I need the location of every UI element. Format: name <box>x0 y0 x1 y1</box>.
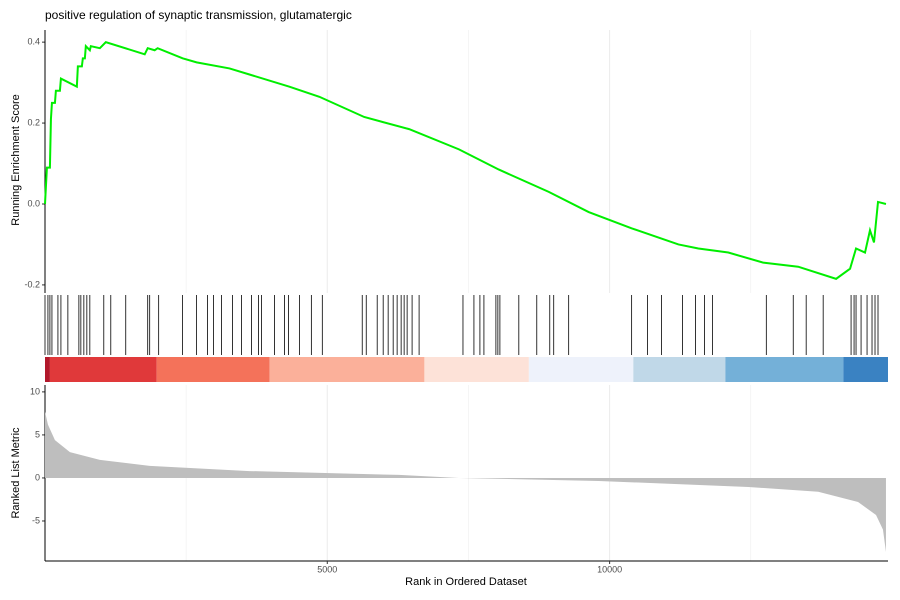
enrichment-line <box>44 41 887 280</box>
rank-band <box>424 357 529 382</box>
y-axis-label: Running Enrichment Score <box>10 94 22 225</box>
y-tick-label: -5 <box>32 515 40 525</box>
rank-band <box>633 357 726 382</box>
y-tick-label: 0.4 <box>27 37 40 47</box>
rank-band <box>725 357 844 382</box>
chart-title: positive regulation of synaptic transmis… <box>45 8 352 22</box>
y-tick-label: 10 <box>30 386 40 396</box>
rank-band <box>156 357 270 382</box>
x-tick-label: 5000 <box>317 564 337 574</box>
rank-band <box>843 357 888 382</box>
metric-area <box>45 411 886 552</box>
y-tick-label: -0.2 <box>24 279 40 289</box>
rank-band <box>269 357 425 382</box>
y-tick-label: 0.0 <box>27 198 40 208</box>
x-axis-label: Rank in Ordered Dataset <box>405 576 527 588</box>
rank-band <box>528 357 634 382</box>
y-tick-label: 0.2 <box>27 117 40 127</box>
y-tick-label: 5 <box>35 429 40 439</box>
rank-band <box>49 357 157 382</box>
rank-band <box>45 357 50 382</box>
y-tick-label: 0 <box>35 472 40 482</box>
x-tick-label: 10000 <box>597 564 622 574</box>
y-axis-label: Ranked List Metric <box>10 427 22 519</box>
